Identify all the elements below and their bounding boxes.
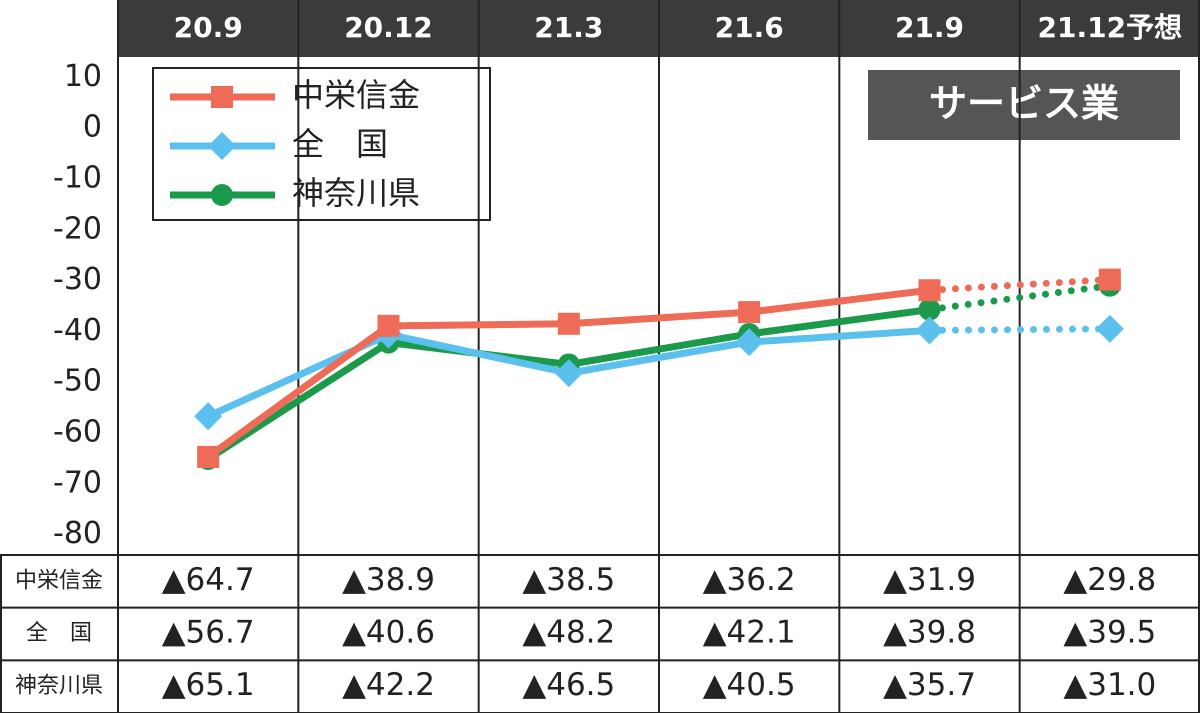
marker — [738, 301, 761, 324]
table-value: ▲64.7 — [162, 562, 255, 598]
table-value: ▲46.5 — [522, 667, 615, 703]
legend-label: 中栄信金 — [292, 76, 420, 114]
marker — [211, 184, 233, 206]
y-tick-label: -20 — [53, 211, 102, 246]
table-value: ▲38.5 — [522, 562, 615, 598]
x-tick-label: 21.6 — [715, 11, 784, 44]
y-tick-label: -30 — [53, 262, 102, 297]
y-tick-label: -70 — [53, 465, 102, 500]
row-label: 中栄信金 — [15, 568, 103, 593]
panel-label: サービス業 — [929, 82, 1119, 126]
table-value: ▲38.9 — [342, 562, 435, 598]
table-value: ▲40.6 — [342, 615, 435, 651]
table-value: ▲39.8 — [883, 615, 976, 651]
marker — [735, 328, 764, 357]
y-tick-label: -80 — [53, 516, 102, 551]
x-tick-label: 20.12 — [344, 11, 433, 44]
x-tick-label: 21.12予想 — [1038, 11, 1183, 44]
marker — [1098, 268, 1121, 291]
table-value: ▲42.2 — [342, 667, 435, 703]
marker — [557, 312, 580, 335]
y-tick-label: -40 — [53, 313, 102, 348]
marker — [197, 445, 220, 468]
y-tick-label: 0 — [83, 110, 102, 145]
table-value: ▲42.1 — [703, 615, 796, 651]
table-value: ▲35.7 — [883, 667, 976, 703]
table-value: ▲56.7 — [162, 615, 255, 651]
y-tick-label: -50 — [53, 364, 102, 399]
x-tick-label: 20.9 — [174, 11, 243, 44]
legend-label: 神奈川県 — [292, 174, 420, 212]
marker — [1095, 314, 1124, 343]
table-value: ▲29.8 — [1063, 562, 1156, 598]
marker — [918, 279, 941, 302]
row-label: 神奈川県 — [15, 674, 103, 699]
marker — [554, 359, 583, 388]
series-line — [926, 325, 1114, 334]
x-tick-label: 21.3 — [534, 11, 603, 44]
row-label: 全 国 — [26, 621, 92, 646]
panel-label-box — [868, 70, 1180, 140]
table-value: ▲36.2 — [703, 562, 796, 598]
series-line — [926, 276, 1114, 294]
marker — [208, 132, 236, 160]
marker — [915, 316, 944, 345]
table-value: ▲39.5 — [1063, 615, 1156, 651]
marker — [211, 86, 233, 108]
series-line — [926, 282, 1114, 314]
table-value: ▲65.1 — [162, 667, 255, 703]
marker — [377, 314, 400, 337]
y-tick-label: 10 — [64, 59, 102, 94]
x-tick-label: 21.9 — [895, 11, 964, 44]
marker — [194, 402, 223, 431]
y-tick-label: -10 — [53, 160, 102, 195]
marker — [918, 298, 941, 321]
table-value: ▲31.0 — [1063, 667, 1156, 703]
table-value: ▲31.9 — [883, 562, 976, 598]
y-tick-label: -60 — [53, 415, 102, 450]
table-value: ▲48.2 — [522, 615, 615, 651]
legend-label: 全 国 — [292, 125, 388, 163]
table-value: ▲40.5 — [703, 667, 796, 703]
